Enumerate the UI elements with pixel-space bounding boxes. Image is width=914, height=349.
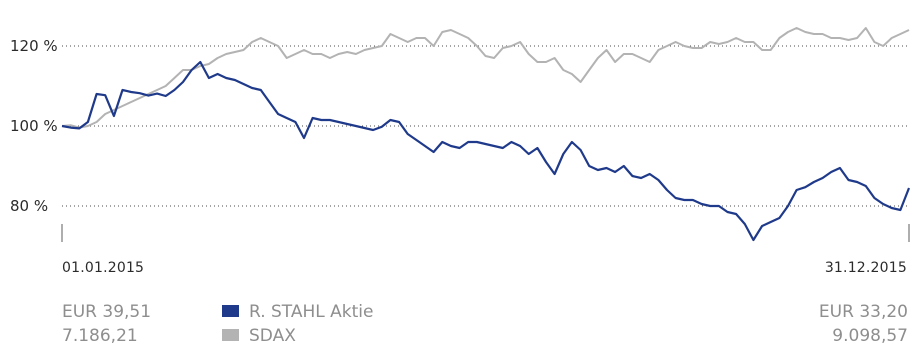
legend-item-stahl: R. STAHL Aktie [222, 302, 373, 322]
x-axis-start-date: 01.01.2015 [62, 260, 145, 276]
legend-item-sdax: SDAX [222, 326, 296, 346]
legend-swatch-sdax [222, 329, 239, 341]
sdax-start-value: 7.186,21 [62, 326, 138, 346]
legend-label-sdax: SDAX [249, 326, 296, 346]
x-axis-end-date: 31.12.2015 [824, 260, 907, 276]
y-tick-label-80: 80 % [10, 197, 48, 215]
series-line-sdax [61, 27, 910, 129]
y-tick-label-100: 100 % [10, 117, 58, 135]
y-axis-ticks: 80 % 100 % 120 % [10, 37, 58, 215]
legend-label-stahl: R. STAHL Aktie [249, 302, 374, 322]
series-lines [61, 27, 911, 242]
sdax-end-value: 9.098,57 [832, 326, 908, 346]
y-tick-label-120: 120 % [10, 37, 58, 55]
stahl-start-value: EUR 39,51 [62, 302, 152, 322]
series-line-stahl [61, 60, 911, 242]
legend-swatch-stahl [222, 305, 239, 317]
stahl-end-value: EUR 33,20 [818, 302, 908, 322]
